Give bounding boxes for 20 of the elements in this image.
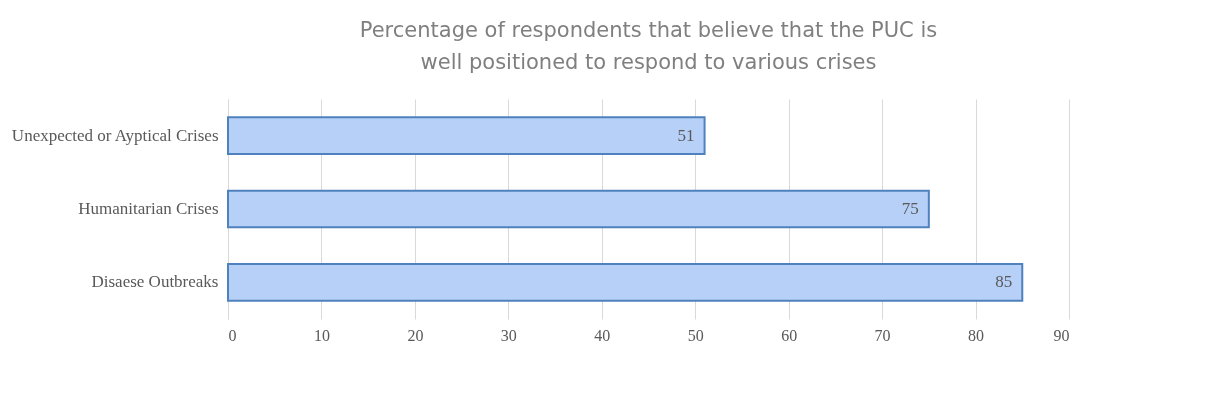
bar bbox=[227, 263, 1024, 302]
x-tick-label: 90 bbox=[1053, 326, 1070, 344]
x-tick-label: 50 bbox=[687, 326, 704, 344]
x-tick-label: 20 bbox=[407, 326, 424, 344]
x-tick-label: 0 bbox=[228, 326, 237, 344]
y-tick-label: Unexpected or Ayptical Crises bbox=[11, 125, 219, 145]
x-tick-label: 30 bbox=[500, 326, 517, 344]
x-tick-label: 80 bbox=[968, 326, 985, 344]
bar bbox=[227, 116, 706, 155]
y-tick-label: Humanitarian Crises bbox=[78, 199, 219, 218]
data-label: 51 bbox=[677, 125, 695, 145]
chart-title: Percentage of respondents that believe that the PUC is well positioned to respond to various crises bbox=[359, 18, 938, 74]
y-tick-label: Disaese Outbreaks bbox=[91, 272, 219, 292]
x-tick-label: 60 bbox=[781, 326, 798, 344]
x-tick-label: 70 bbox=[874, 326, 891, 344]
x-tick-label: 10 bbox=[313, 326, 330, 344]
data-label: 85 bbox=[995, 272, 1013, 292]
bar bbox=[227, 189, 930, 229]
x-tick-label: 40 bbox=[594, 326, 611, 344]
data-label: 75 bbox=[901, 199, 919, 218]
